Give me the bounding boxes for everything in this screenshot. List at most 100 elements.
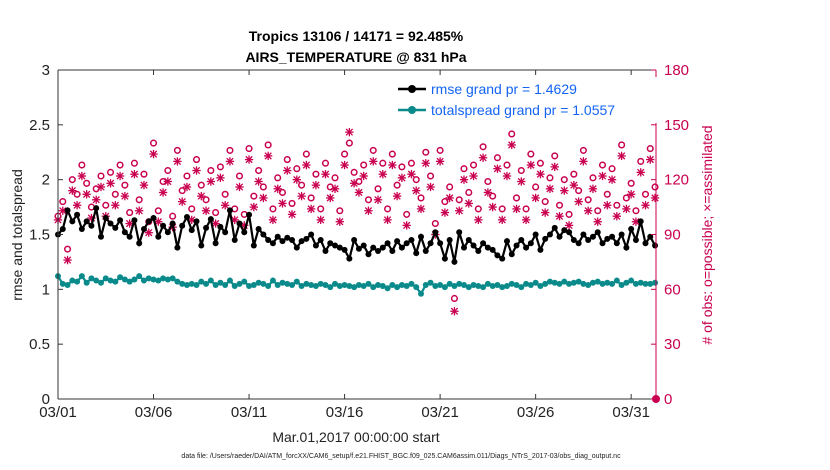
- x-tick-label: 03/21: [421, 404, 459, 421]
- obs-assimilated-point: [92, 195, 101, 204]
- rmse-point: [83, 218, 90, 225]
- totalspread-point: [78, 273, 85, 280]
- obs-possible-point: [283, 156, 291, 164]
- obs-possible-point: [78, 161, 86, 169]
- obs-assimilated-point: [545, 184, 555, 193]
- totalspread-point: [628, 277, 635, 284]
- totalspread-point: [532, 279, 539, 286]
- rmse-point: [255, 226, 262, 233]
- obs-possible-point: [221, 190, 229, 198]
- rmse-point: [618, 231, 625, 238]
- obs-assimilated-point: [77, 171, 87, 181]
- obs-possible-point: [250, 192, 258, 200]
- obs-assimilated-point: [335, 217, 344, 226]
- totalspread-point: [346, 283, 353, 290]
- totalspread-point: [126, 278, 133, 285]
- totalspread-point: [93, 277, 100, 284]
- obs-possible-point: [102, 201, 110, 209]
- rmse-point: [422, 247, 429, 254]
- totalspread-point: [332, 280, 339, 287]
- obs-possible-point: [460, 165, 468, 173]
- obs-possible-point: [575, 187, 583, 195]
- rmse-point: [570, 236, 577, 243]
- obs-assimilated-point: [373, 195, 383, 204]
- obs-possible-point: [431, 219, 439, 228]
- rmse-point: [183, 213, 190, 220]
- rmse-point: [246, 211, 253, 218]
- totalspread-point: [446, 280, 453, 287]
- totalspread-point: [298, 283, 305, 290]
- totalspread-point: [203, 280, 210, 287]
- obs-possible-point: [632, 207, 640, 215]
- obs-assimilated-point: [550, 162, 559, 172]
- totalspread-point: [207, 277, 214, 284]
- totalspread-point: [265, 283, 272, 290]
- rmse-point: [575, 240, 582, 247]
- totalspread-point: [355, 281, 362, 288]
- totalspread-point: [427, 279, 434, 286]
- obs-assimilated-point: [636, 168, 645, 177]
- obs-assimilated-point: [416, 204, 426, 214]
- totalspread-point: [499, 284, 506, 291]
- totalspread-point: [188, 280, 195, 287]
- rmse-point: [336, 244, 343, 251]
- obs-assimilated-point: [178, 197, 187, 206]
- totalspread-point: [217, 279, 224, 286]
- legend-marker-totalspread: [408, 106, 416, 114]
- obs-possible-point: [154, 207, 162, 215]
- obs-possible-point: [613, 201, 621, 209]
- obs-assimilated-point: [488, 202, 497, 212]
- rmse-point: [312, 242, 319, 249]
- obs-assimilated-point: [254, 177, 263, 186]
- totalspread-point: [585, 281, 592, 288]
- totalspread-point: [241, 278, 248, 285]
- totalspread-point: [465, 284, 472, 291]
- rmse-point: [179, 222, 186, 229]
- totalspread-point: [413, 284, 420, 291]
- y-tick-label-left: 1.5: [29, 227, 50, 244]
- totalspread-point: [408, 280, 415, 287]
- obs-assimilated-point: [397, 173, 407, 182]
- obs-assimilated-point: [311, 180, 321, 190]
- totalspread-point: [642, 280, 649, 287]
- rmse-point: [212, 240, 219, 247]
- obs-possible-point: [651, 183, 659, 191]
- rmse-point: [408, 236, 415, 243]
- data-file-footer: data file: /Users/raeder/DAI/ATM_forcXX/…: [181, 453, 621, 460]
- obs-assimilated-point: [536, 170, 545, 179]
- rmse-point: [346, 255, 353, 262]
- totalspread-point: [561, 278, 568, 285]
- totalspread-point: [174, 278, 181, 285]
- rmse-point: [480, 240, 487, 247]
- totalspread-point: [308, 281, 315, 288]
- rmse-point: [322, 247, 329, 254]
- totalspread-point: [212, 281, 219, 288]
- totalspread-point: [375, 281, 382, 288]
- obs-assimilated-point: [120, 191, 130, 201]
- obs-assimilated-point: [163, 177, 173, 186]
- obs-assimilated-point: [330, 184, 340, 193]
- obs-possible-point: [608, 165, 616, 173]
- obs-assimilated-point: [603, 201, 612, 210]
- obs-possible-point: [64, 245, 72, 253]
- totalspread-point: [422, 281, 429, 288]
- obs-assimilated-point: [517, 177, 526, 186]
- obs-assimilated-point: [72, 201, 82, 210]
- totalspread-point: [546, 278, 553, 285]
- obs-possible-point: [384, 205, 392, 213]
- legend-box: [393, 77, 659, 123]
- totalspread-point: [351, 284, 358, 291]
- obs-assimilated-point: [182, 182, 192, 192]
- rmse-point: [198, 242, 205, 249]
- obs-possible-point: [618, 141, 626, 149]
- obs-possible-point: [197, 181, 205, 189]
- y-tick-label-left: 1: [42, 281, 50, 298]
- obs-possible-point: [450, 294, 458, 303]
- y-tick-label-right: 0: [664, 391, 672, 408]
- rmse-point: [78, 226, 85, 233]
- rmse-point: [599, 240, 606, 247]
- obs-assimilated-point: [283, 166, 292, 175]
- totalspread-point: [140, 277, 147, 284]
- rmse-point: [418, 233, 425, 240]
- obs-possible-point: [522, 205, 530, 213]
